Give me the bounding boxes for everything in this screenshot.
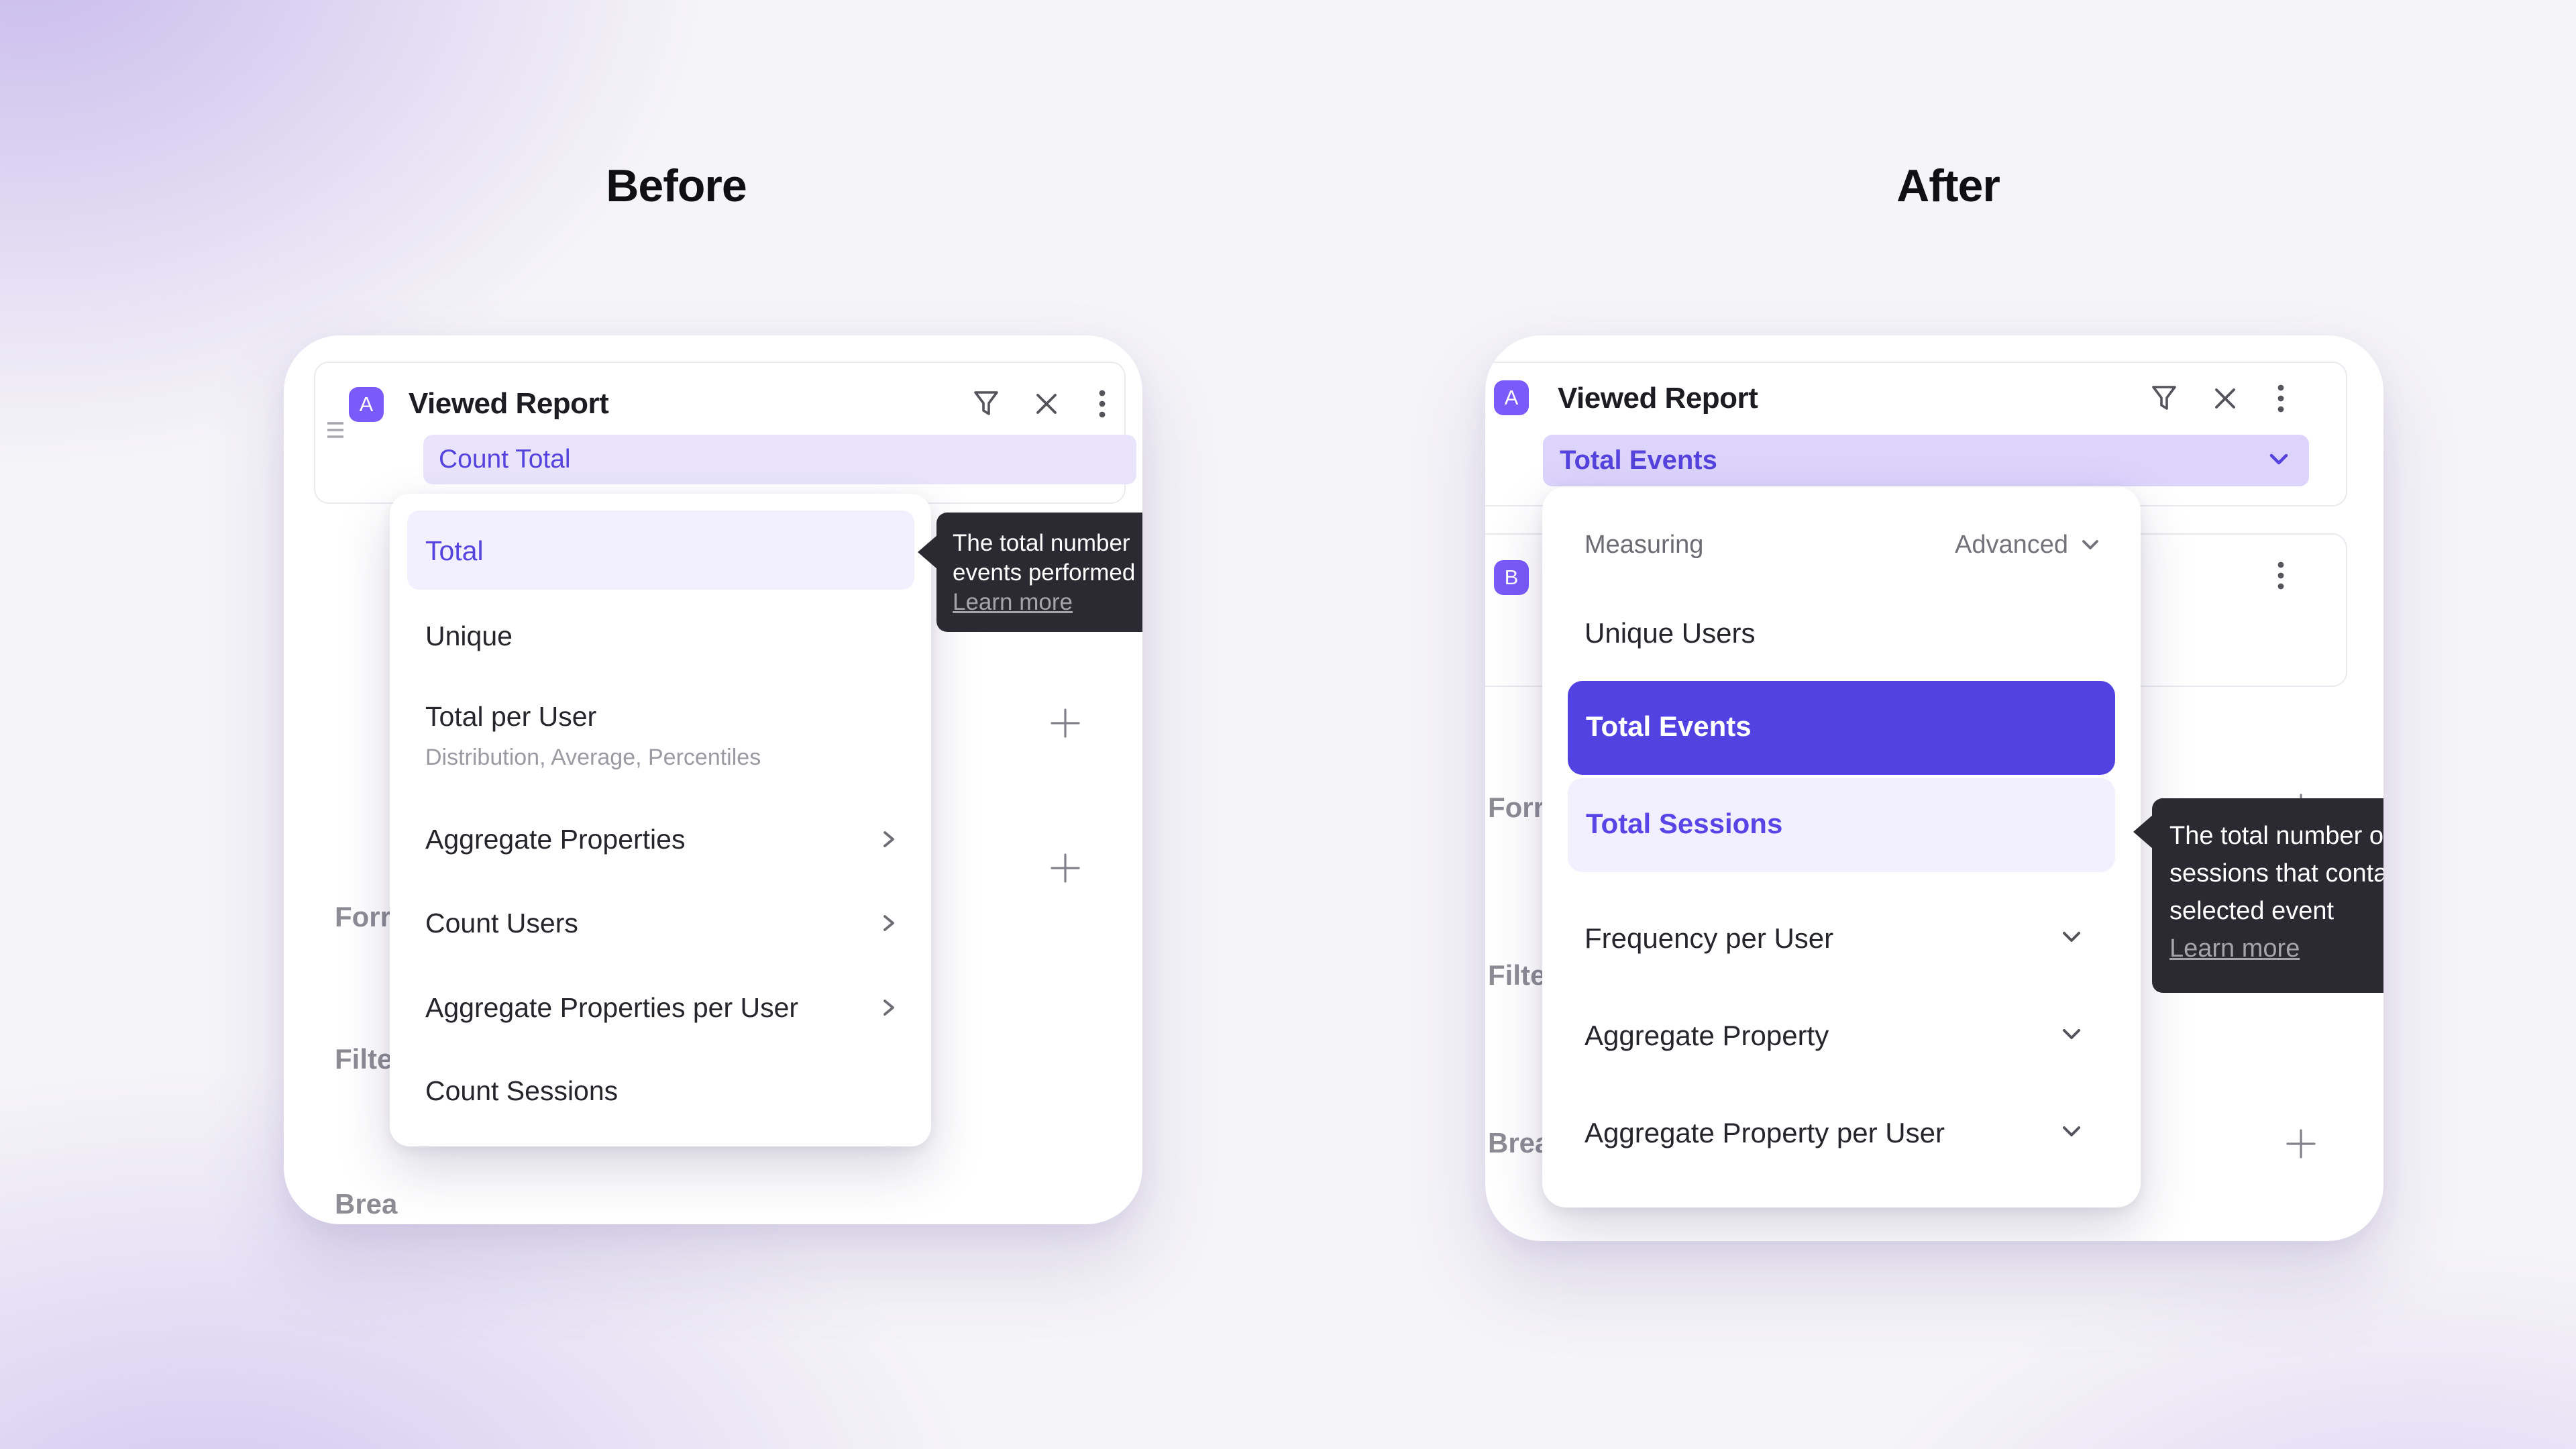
filter-icon[interactable] (2149, 383, 2179, 414)
more-icon[interactable] (1097, 388, 1107, 419)
chevron-down-icon (2267, 452, 2290, 467)
menu-item-aggregate-properties[interactable]: Aggregate Properties (425, 824, 685, 855)
tooltip: The total number events performed Learn … (936, 513, 1142, 632)
menu-item-aggregate-properties-per-user[interactable]: Aggregate Properties per User (425, 992, 798, 1024)
menu-item-label: Unique (425, 621, 513, 651)
chevron-down-icon (2061, 1028, 2082, 1042)
tooltip-line: The total number (953, 530, 1130, 556)
close-icon[interactable] (1033, 390, 1060, 418)
menu-item-label: Count Users (425, 908, 578, 938)
chevron-down-icon (2061, 1125, 2082, 1140)
advanced-mode-select[interactable]: Advanced (1954, 531, 2068, 559)
tooltip-line: The total number o (2169, 822, 2383, 850)
event-title: Viewed Report (409, 387, 609, 420)
after-heading: After (1896, 160, 2000, 211)
metric-pill-label: Count Total (439, 445, 571, 474)
filter-icon[interactable] (971, 388, 1001, 419)
breakdown-row-label: Brea (1488, 1127, 1551, 1159)
menu-item-label: Aggregate Property (1585, 1020, 1829, 1051)
menu-item-frequency-per-user[interactable]: Frequency per User (1585, 922, 1833, 955)
tooltip-line: events performed (953, 559, 1136, 586)
chevron-down-icon (2061, 930, 2082, 945)
menu-item-aggregate-property-per-user[interactable]: Aggregate Property per User (1585, 1117, 1945, 1149)
menu-item-count-users[interactable]: Count Users (425, 908, 578, 939)
chevron-down-icon (2080, 539, 2100, 552)
tooltip-line: sessions that conta (2169, 859, 2383, 888)
menu-item-total-events[interactable]: Total Events (1568, 681, 2115, 775)
event-badge: A (349, 387, 384, 422)
measuring-label: Measuring (1585, 531, 1704, 559)
add-icon[interactable] (2286, 1129, 2316, 1159)
chevron-right-icon (881, 826, 896, 853)
menu-item-label: Aggregate Properties per User (425, 992, 799, 1023)
more-icon[interactable] (2276, 383, 2286, 414)
tooltip: The total number o sessions that conta s… (2152, 798, 2383, 993)
menu-item-total-sessions[interactable]: Total Sessions (1568, 778, 2115, 872)
event-badge: A (1494, 380, 1529, 415)
add-icon[interactable] (1051, 853, 1080, 883)
filters-row-label: Filte (335, 1043, 393, 1075)
event-title: Viewed Report (1558, 382, 1758, 415)
tooltip-arrow (2133, 814, 2153, 849)
add-icon[interactable] (1051, 708, 1080, 738)
menu-item-label: Unique Users (1585, 617, 1756, 649)
menu-item-sublabel: Distribution, Average, Percentiles (425, 745, 761, 770)
menu-item-label: Total per User (425, 701, 597, 732)
metric-pill-label: Total Events (1560, 445, 1717, 475)
menu-item-unique[interactable]: Unique (425, 621, 513, 652)
menu-item-label: Total Sessions (1586, 808, 1783, 839)
drag-handle-icon[interactable] (326, 419, 346, 442)
learn-more-link[interactable]: Learn more (953, 589, 1073, 615)
menu-item-label: Aggregate Property per User (1585, 1117, 1945, 1148)
more-icon[interactable] (2276, 560, 2286, 591)
event-badge: B (1494, 560, 1529, 595)
menu-item-label: Total Events (1586, 710, 1752, 742)
menu-item-label: Count Sessions (425, 1075, 619, 1106)
measure-menu: Total Unique Total per User Distribution… (390, 494, 931, 1146)
menu-item-total-per-user[interactable]: Total per User Distribution, Average, Pe… (425, 701, 761, 770)
formula-row-label: Forr (335, 901, 391, 932)
before-card: A Viewed Report Count Total Forr Filte B… (284, 335, 1142, 1224)
menu-item-label: Frequency per User (1585, 922, 1834, 954)
chevron-right-icon (881, 994, 896, 1021)
menu-item-unique-users[interactable]: Unique Users (1585, 617, 1755, 649)
menu-item-label: Total (425, 535, 484, 566)
filters-row-label: Filte (1488, 959, 1546, 991)
metric-pill[interactable]: Count Total (423, 435, 1136, 484)
event-module-a: A Viewed Report Total Events (1485, 362, 2347, 506)
tooltip-arrow (918, 535, 938, 570)
event-module-a: A Viewed Report Count Total (314, 362, 1136, 504)
menu-item-total[interactable]: Total (407, 511, 914, 590)
formula-row-label: Forr (1488, 792, 1544, 823)
chevron-right-icon (881, 910, 896, 936)
after-card: A Viewed Report Total Events B Forr Filt… (1485, 335, 2383, 1241)
close-icon[interactable] (2212, 384, 2239, 413)
metric-pill[interactable]: Total Events (1543, 435, 2309, 486)
before-heading: Before (606, 160, 747, 211)
menu-item-label: Aggregate Properties (425, 824, 686, 855)
learn-more-link[interactable]: Learn more (2169, 934, 2300, 963)
measuring-menu: Measuring Advanced Unique Users Total Ev… (1542, 486, 2141, 1208)
breakdown-row-label: Brea (335, 1188, 398, 1220)
menu-item-count-sessions[interactable]: Count Sessions (425, 1075, 618, 1107)
menu-item-aggregate-property[interactable]: Aggregate Property (1585, 1020, 1829, 1052)
tooltip-line: selected event (2169, 897, 2334, 925)
